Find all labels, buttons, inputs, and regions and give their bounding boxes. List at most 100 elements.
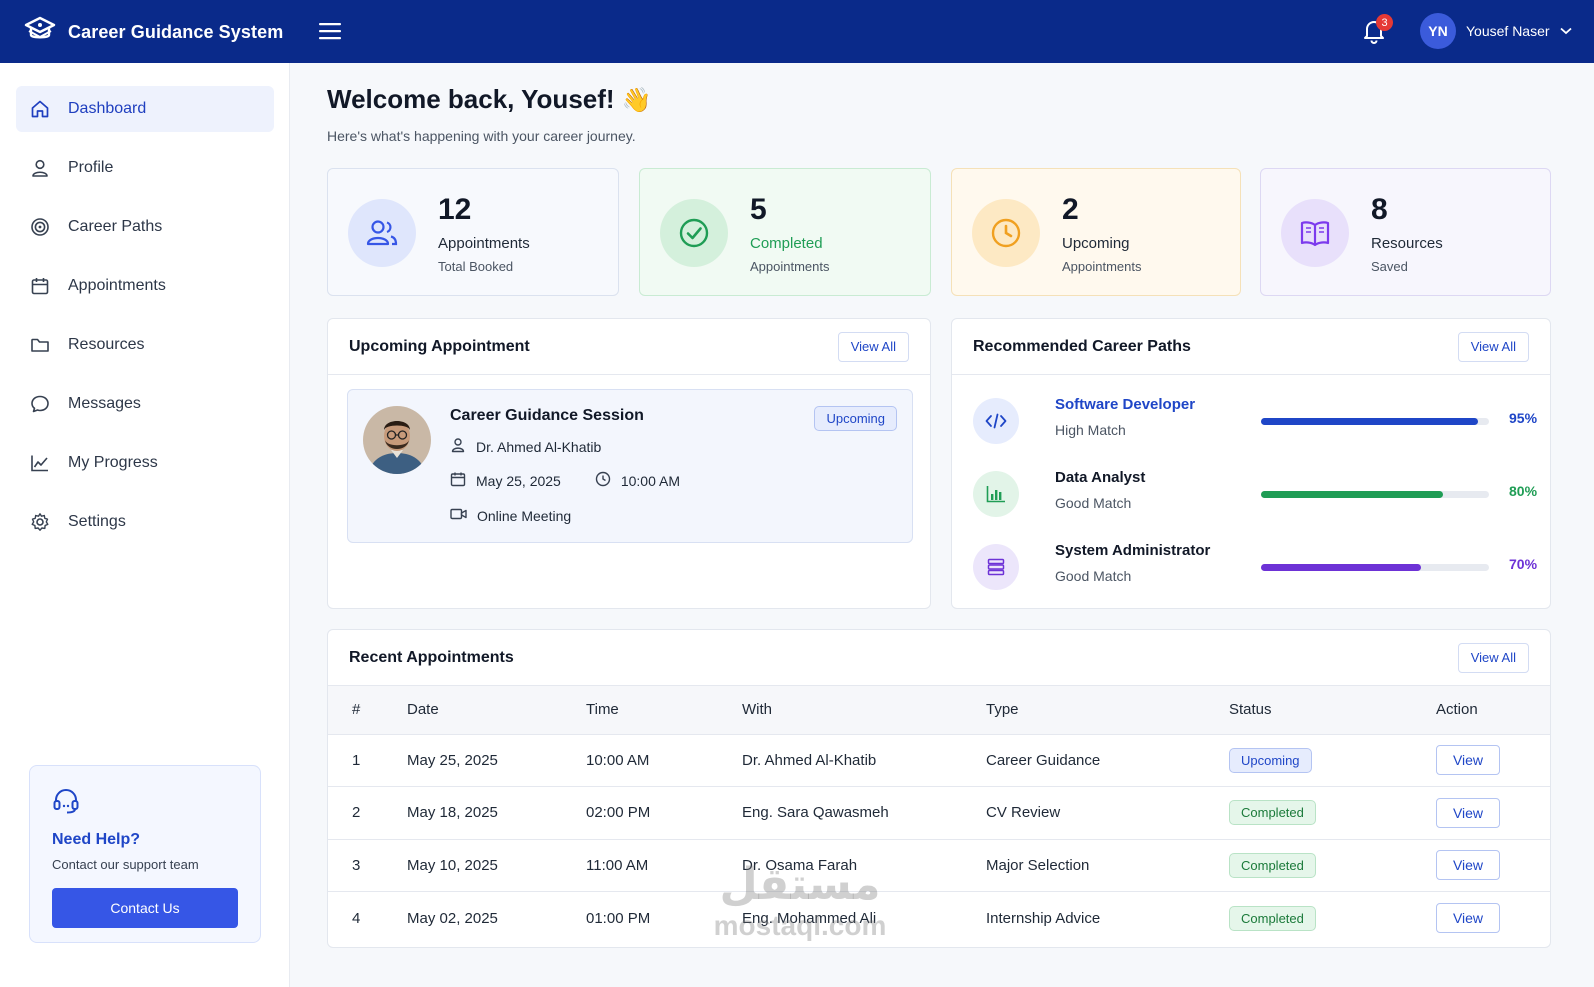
career-path-item[interactable]: Data Analyst Good Match 80% — [973, 467, 1543, 527]
appointment-type: Career Guidance — [986, 734, 1229, 787]
action-cell: View — [1436, 892, 1550, 945]
appointment-time: 01:00 PM — [586, 909, 651, 927]
sidebar-item-profile[interactable]: Profile — [16, 145, 274, 191]
meeting-mode: Online Meeting — [477, 507, 572, 524]
code-icon — [973, 398, 1019, 444]
sidebar: Dashboard Profile Career Paths Appointme… — [0, 63, 290, 987]
appointment-card[interactable]: Career Guidance Session Upcoming Dr. Ahm… — [347, 389, 913, 543]
gear-icon — [30, 512, 50, 532]
status-cell: Upcoming — [1229, 734, 1436, 787]
appointment-date: May 10, 2025 — [407, 839, 586, 892]
appointment-type: Major Selection — [986, 839, 1229, 892]
appointment-with: Dr. Osama Farah — [742, 839, 986, 892]
row-number: 4 — [352, 909, 361, 927]
column-header: Date — [407, 686, 586, 735]
meeting-mode-row: Online Meeting — [450, 507, 571, 524]
row-number: 3 — [328, 839, 407, 892]
stat-card-resources[interactable]: 8 Resources Saved — [1260, 168, 1551, 296]
column-header: Status — [1229, 686, 1436, 735]
stat-card-upcoming[interactable]: 2 Upcoming Appointments — [951, 168, 1241, 296]
app-title: Career Guidance System — [68, 22, 284, 42]
career-path-item[interactable]: Software Developer High Match 95% — [973, 394, 1543, 454]
sidebar-item-dashboard[interactable]: Dashboard — [16, 86, 274, 132]
sidebar-item-career-paths[interactable]: Career Paths — [16, 204, 274, 250]
stat-label: Completed — [750, 235, 823, 252]
table-row: 4 May 02, 2025 01:00 PM Eng. Mohammed Al… — [328, 892, 1550, 945]
hamburger-menu-icon[interactable] — [318, 20, 344, 42]
date-time-row: May 25, 2025 10:00 AM — [450, 471, 680, 490]
brand[interactable]: Career Guidance System — [24, 14, 283, 51]
watermark-arabic: مستقل — [719, 859, 881, 910]
server-icon — [973, 544, 1019, 590]
appointment-date: May 25, 2025 — [407, 734, 586, 787]
help-title: Need Help? — [52, 831, 141, 848]
notifications-bell-icon[interactable]: 3 — [1362, 14, 1393, 44]
target-icon — [30, 217, 50, 237]
match-percent: 95% — [1509, 410, 1538, 426]
appointment-type: CV Review — [986, 786, 1229, 840]
status-badge: Upcoming — [814, 406, 897, 431]
career-paths-panel: Recommended Career Paths View All Softwa… — [951, 318, 1551, 609]
progress-fill — [1261, 564, 1421, 571]
appointment-date: May 25, 2025 — [476, 472, 561, 489]
sidebar-item-my-progress[interactable]: My Progress — [16, 440, 274, 486]
view-all-button[interactable]: View All — [837, 331, 909, 362]
view-appointment-button[interactable]: View — [1436, 797, 1500, 828]
view-appointment-button[interactable]: View — [1436, 903, 1500, 933]
user-menu[interactable]: YN Yousef Naser — [1420, 13, 1572, 49]
panel-title: Recommended Career Paths — [973, 337, 1191, 355]
appointment-with: Eng. Mohammed Ali — [742, 909, 877, 927]
panel-header: Recommended Career Paths View All — [952, 319, 1550, 375]
panel-title: Upcoming Appointment — [349, 337, 530, 355]
sidebar-item-settings[interactable]: Settings — [16, 499, 274, 545]
top-bar: Career Guidance System 3 YN Yousef Naser — [0, 0, 1594, 63]
status-badge: Completed — [1229, 852, 1316, 878]
match-percent: 70% — [1509, 556, 1538, 572]
panel-title: Recent Appointments — [349, 648, 514, 666]
panel-header: Recent Appointments View All — [328, 630, 1550, 686]
advisor-name: Dr. Ahmed Al-Khatib — [476, 438, 602, 455]
headset-icon — [52, 789, 80, 818]
calendar-icon — [30, 276, 50, 296]
column-header: With — [742, 686, 986, 735]
match-progress-bar — [1261, 491, 1489, 498]
stat-card-appointments[interactable]: 12 Appointments Total Booked — [327, 168, 619, 296]
career-path-item[interactable]: System Administrator Good Match 70% — [973, 540, 1543, 600]
progress-fill — [1261, 491, 1444, 498]
appointment-with: Eng. Sara Qawasmeh — [742, 786, 986, 840]
table-row: 2 May 18, 2025 02:00 PM Eng. Sara Qawasm… — [328, 786, 1550, 840]
page-title: Welcome back, Yousef! 👋 — [327, 84, 652, 115]
view-appointment-button[interactable]: View — [1436, 745, 1500, 776]
stat-card-completed[interactable]: 5 Completed Appointments — [639, 168, 931, 296]
clock-icon — [595, 471, 611, 490]
status-cell: Completed — [1229, 839, 1436, 892]
view-all-button[interactable]: View All — [1457, 642, 1529, 673]
home-icon — [30, 99, 50, 119]
chart-line-icon — [30, 453, 50, 473]
calendar-icon — [450, 471, 466, 490]
stat-value: 5 — [750, 193, 767, 226]
table-row: 1 May 25, 2025 10:00 AM Dr. Ahmed Al-Kha… — [328, 734, 1550, 787]
match-percent: 80% — [1509, 483, 1538, 499]
appointment-time: 10:00 AM — [620, 472, 680, 489]
waving-hand-icon: 👋 — [621, 86, 652, 114]
sidebar-item-appointments[interactable]: Appointments — [16, 263, 274, 309]
sidebar-item-resources[interactable]: Resources — [16, 322, 274, 368]
sidebar-item-label: Dashboard — [68, 100, 147, 117]
user-icon — [450, 437, 466, 456]
view-appointment-button[interactable]: View — [1436, 850, 1500, 881]
contact-us-button[interactable]: Contact Us — [52, 888, 238, 928]
watermark: مستقل mostaql.com — [700, 860, 900, 942]
appointment-time: 11:00 AM — [586, 839, 742, 892]
sidebar-item-messages[interactable]: Messages — [16, 381, 274, 427]
view-all-button[interactable]: View All — [1457, 331, 1529, 362]
watermark-latin: mostaql.com — [713, 910, 887, 941]
stat-value: 12 — [438, 193, 472, 226]
welcome-title: Welcome back, Yousef! — [327, 84, 615, 114]
session-title: Career Guidance Session — [450, 407, 644, 424]
match-level: High Match — [1055, 422, 1126, 438]
appointment-with: Dr. Ahmed Al-Khatib — [742, 734, 986, 787]
notification-count-badge: 3 — [1376, 14, 1393, 31]
advisor-row: Dr. Ahmed Al-Khatib — [450, 437, 601, 456]
help-card: Need Help? Contact our support team Cont… — [29, 765, 261, 943]
